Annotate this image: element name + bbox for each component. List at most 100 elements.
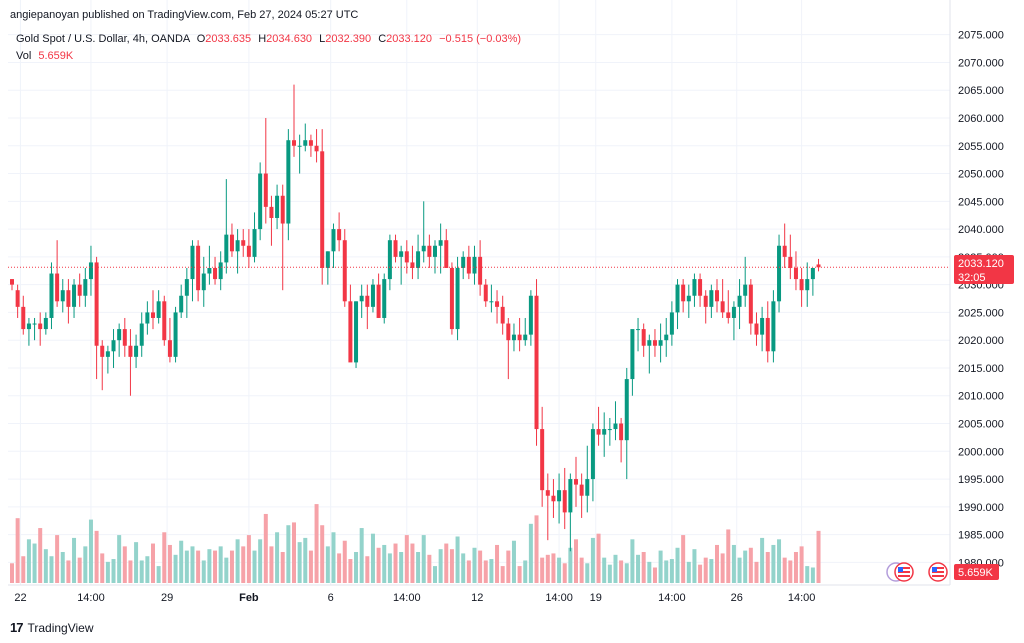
candle: [652, 329, 657, 357]
symbol-title[interactable]: Gold Spot / U.S. Dollar, 4h, OANDA: [16, 33, 190, 45]
candle: [331, 223, 336, 268]
candle: [585, 445, 590, 513]
volume-bar: [60, 552, 65, 583]
price-tick-label: 2065.000: [958, 85, 1004, 97]
candle: [207, 245, 212, 285]
volume-bar: [348, 559, 353, 583]
volume-bar: [495, 544, 500, 583]
candle: [224, 179, 229, 274]
candle: [162, 295, 167, 346]
candle: [489, 284, 494, 313]
candle: [675, 279, 680, 330]
volume-bar: [444, 543, 449, 583]
candle: [173, 306, 178, 363]
candle: [156, 290, 161, 324]
time-tick-label: Feb: [239, 592, 259, 604]
volume-bar: [449, 549, 454, 583]
volume-bar: [602, 557, 607, 583]
volume-bar: [325, 546, 330, 583]
candle: [387, 234, 392, 291]
open-label: O: [196, 33, 206, 45]
volume-bar: [173, 554, 178, 583]
volume-bar: [433, 566, 437, 583]
candle: [647, 334, 652, 374]
volume-bar: [506, 550, 511, 583]
candle: [297, 134, 302, 174]
volume-bar: [43, 549, 48, 583]
time-tick-label: 12: [471, 592, 483, 604]
candle: [179, 284, 184, 318]
candle: [21, 295, 26, 335]
time-axis[interactable]: 22 14:00 29 Feb 6 14:00 12 14:00 19 14:00 26 14:00: [14, 592, 815, 604]
price-tick-label: 1985.000: [958, 530, 1004, 542]
volume-bar: [748, 547, 753, 583]
volume-bar: [619, 560, 624, 583]
volume-bar: [15, 518, 20, 583]
price-tick-label: 1990.000: [958, 502, 1004, 514]
volume-bars: [10, 504, 821, 583]
candle: [83, 267, 88, 307]
us-flag-icon[interactable]: [928, 562, 948, 582]
candle: [241, 229, 246, 257]
change-value: −0.515 (−0.03%): [439, 33, 522, 45]
candle: [117, 323, 122, 357]
candle: [55, 240, 60, 307]
volume-bar: [669, 559, 674, 583]
candle: [94, 256, 99, 380]
candle: [658, 323, 663, 363]
volume-bar: [331, 532, 336, 583]
time-tick-label: 22: [14, 592, 26, 604]
candle: [754, 312, 759, 346]
volume-bar: [624, 563, 629, 583]
high-label: H: [258, 33, 267, 45]
volume-bar: [354, 552, 359, 583]
volume-bar: [88, 519, 93, 583]
volume-bar: [263, 513, 268, 583]
volume-bar: [404, 535, 409, 583]
volume-bar: [483, 560, 488, 583]
candle: [777, 234, 782, 313]
volume-bar: [122, 546, 127, 583]
candle: [799, 267, 804, 307]
volume-bar: [607, 564, 612, 583]
candle: [810, 267, 815, 296]
candle: [122, 317, 127, 357]
candle: [636, 317, 641, 352]
candle: [246, 229, 251, 268]
price-tick-label: 2005.000: [958, 419, 1004, 431]
volume-bar: [184, 550, 189, 583]
volume-label[interactable]: Vol: [16, 50, 32, 62]
candle: [370, 279, 375, 313]
candle: [348, 284, 353, 363]
volume-bar: [636, 554, 641, 583]
candle: [416, 234, 421, 280]
volume-bar: [72, 537, 77, 583]
candle: [66, 279, 71, 324]
volume-bar: [528, 523, 533, 583]
volume-bar: [489, 559, 494, 583]
volume-bar: [421, 535, 426, 583]
event-icons[interactable]: [886, 562, 914, 582]
volume-bar: [38, 528, 43, 583]
candle: [630, 329, 635, 396]
price-axis[interactable]: 2075.000 2070.000 2065.000 2060.000 2055.000…: [958, 30, 1004, 570]
candle: [816, 258, 821, 272]
candle: [602, 412, 607, 457]
candle: [720, 279, 725, 318]
candle: [393, 234, 398, 263]
candle: [342, 229, 347, 307]
candle: [275, 184, 280, 230]
volume-bar: [647, 561, 652, 583]
volume-bar: [365, 556, 370, 583]
volume-bar: [613, 554, 618, 583]
candle: [105, 345, 110, 374]
candle: [782, 223, 787, 268]
ohlc-legend: Gold Spot / U.S. Dollar, 4h, OANDA O2033…: [16, 33, 521, 45]
volume-bar: [134, 542, 139, 583]
candle: [619, 417, 624, 463]
volume-bar: [252, 550, 257, 583]
candle: [506, 317, 511, 380]
candle: [455, 256, 460, 341]
volume-bar: [213, 550, 218, 583]
